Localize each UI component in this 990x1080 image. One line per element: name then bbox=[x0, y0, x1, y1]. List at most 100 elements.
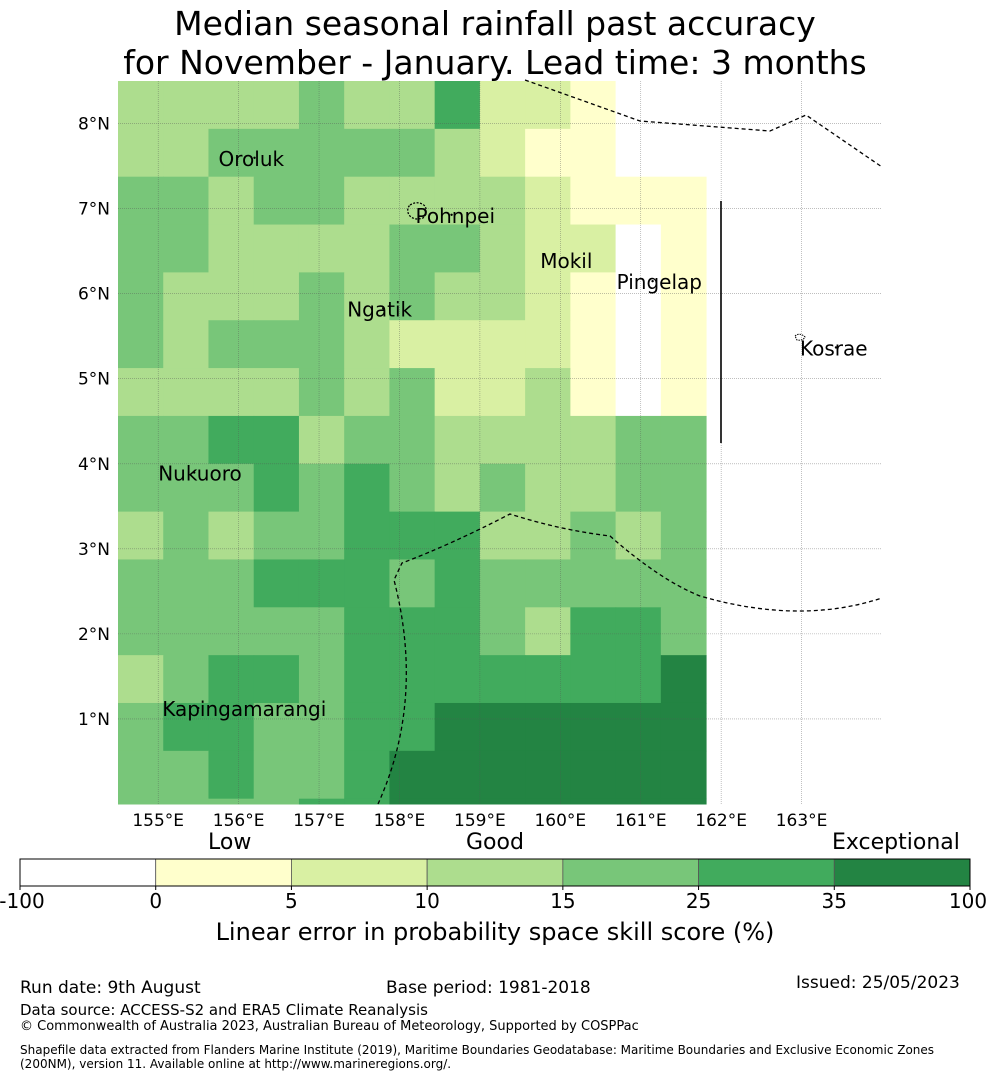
grid-cell bbox=[479, 176, 526, 226]
grid-cell bbox=[434, 81, 481, 130]
grid-cell bbox=[660, 224, 707, 273]
lon-tick-label: 161°E bbox=[615, 811, 667, 831]
skill-grid bbox=[118, 81, 707, 805]
grid-cell bbox=[434, 655, 481, 704]
grid-cell bbox=[344, 655, 390, 704]
grid-cell bbox=[344, 128, 390, 178]
copyright: © Commonwealth of Australia 2023, Austra… bbox=[20, 1019, 639, 1034]
grid-cell bbox=[208, 320, 255, 369]
island-marker bbox=[382, 307, 385, 310]
lon-tick-label: 157°E bbox=[293, 811, 345, 831]
grid-cell bbox=[615, 750, 662, 800]
island-label: Nukuoro bbox=[158, 462, 242, 486]
grid-cell bbox=[253, 511, 300, 560]
grid-cell bbox=[344, 702, 390, 752]
grid-cell bbox=[344, 750, 390, 800]
grid-cell bbox=[163, 463, 209, 513]
grid-cell bbox=[298, 368, 345, 417]
lon-tick-label: 160°E bbox=[534, 811, 586, 831]
grid-cell bbox=[570, 655, 617, 704]
grid-cell bbox=[525, 320, 571, 369]
category-exceptional-label: Exceptional bbox=[832, 830, 960, 855]
grid-cell bbox=[253, 320, 300, 369]
grid-cell bbox=[660, 798, 707, 805]
grid-cell bbox=[118, 655, 164, 704]
grid-cell bbox=[163, 81, 209, 130]
grid-cell bbox=[208, 415, 255, 465]
grid-cell bbox=[253, 607, 300, 656]
grid-cell bbox=[525, 511, 571, 560]
grid-cell bbox=[163, 798, 209, 805]
grid-cell bbox=[163, 415, 209, 465]
grid-cell bbox=[615, 655, 662, 704]
lat-tick-label: 1°N bbox=[78, 710, 110, 730]
data-source: Data source: ACCESS-S2 and ERA5 Climate … bbox=[20, 1001, 428, 1019]
grid-cell bbox=[570, 176, 617, 226]
lon-tick-label: 156°E bbox=[213, 811, 265, 831]
grid-cell bbox=[525, 607, 571, 656]
grid-cell bbox=[434, 272, 481, 321]
colorbar-bin bbox=[698, 858, 835, 887]
island-marker bbox=[651, 279, 654, 283]
grid-cell bbox=[118, 559, 164, 608]
grid-cell bbox=[298, 224, 345, 273]
grid-cell bbox=[208, 702, 255, 752]
grid-cell bbox=[298, 750, 345, 800]
island-label: Pohnpei bbox=[416, 204, 496, 228]
grid-cell bbox=[479, 559, 526, 608]
grid-cell bbox=[570, 368, 617, 417]
graticule bbox=[118, 81, 882, 804]
island-label: Mokil bbox=[540, 249, 592, 273]
grid-cell bbox=[525, 128, 571, 178]
colorbar-tick-label: 25 bbox=[685, 889, 712, 913]
grid-cell bbox=[344, 320, 390, 369]
grid-cell bbox=[208, 798, 255, 805]
grid-cell bbox=[615, 607, 662, 656]
grid-cell bbox=[253, 415, 300, 465]
grid-cell bbox=[208, 463, 255, 513]
island-label: Kapingamarangi bbox=[162, 697, 326, 721]
grid-cell bbox=[298, 511, 345, 560]
grid-cell bbox=[615, 272, 662, 321]
grid-cell bbox=[525, 463, 571, 513]
island-marker bbox=[193, 471, 196, 474]
grid-cell bbox=[479, 511, 526, 560]
colorbar-tick-label: 15 bbox=[550, 889, 576, 913]
colorbar-bin bbox=[19, 858, 157, 887]
grid-cell bbox=[525, 176, 571, 226]
grid-cell bbox=[660, 511, 707, 560]
colorbar-bin bbox=[426, 858, 564, 887]
grid-cell bbox=[118, 463, 164, 513]
grid-cell bbox=[525, 655, 571, 704]
grid-cell bbox=[615, 463, 662, 513]
grid-cell bbox=[479, 415, 526, 465]
grid-cell bbox=[253, 702, 300, 752]
grid-cell bbox=[298, 463, 345, 513]
grid-cell bbox=[163, 607, 209, 656]
grid-cell bbox=[479, 798, 526, 805]
grid-cell bbox=[570, 224, 617, 273]
grid-cell bbox=[660, 702, 707, 752]
grid-cell bbox=[660, 176, 707, 226]
grid-cell bbox=[570, 750, 617, 800]
grid-cell bbox=[163, 320, 209, 369]
grid-cell bbox=[344, 224, 390, 273]
grid-cell bbox=[298, 81, 345, 130]
grid-cell bbox=[208, 368, 255, 417]
grid-cell bbox=[615, 415, 662, 465]
grid-cell bbox=[660, 368, 707, 417]
grid-cell bbox=[298, 702, 345, 752]
grid-cell bbox=[389, 702, 436, 752]
grid-cell bbox=[570, 320, 617, 369]
grid-cell bbox=[570, 272, 617, 321]
lat-tick-label: 5°N bbox=[78, 370, 110, 390]
grid-cell bbox=[389, 607, 436, 656]
grid-cell bbox=[118, 320, 164, 369]
grid-cell bbox=[253, 463, 300, 513]
pohnpei-outline bbox=[407, 202, 427, 220]
grid-cell bbox=[389, 750, 436, 800]
lon-tick-label: 162°E bbox=[695, 811, 747, 831]
grid-cell bbox=[479, 128, 526, 178]
grid-cell bbox=[253, 750, 300, 800]
grid-cell bbox=[615, 128, 662, 178]
